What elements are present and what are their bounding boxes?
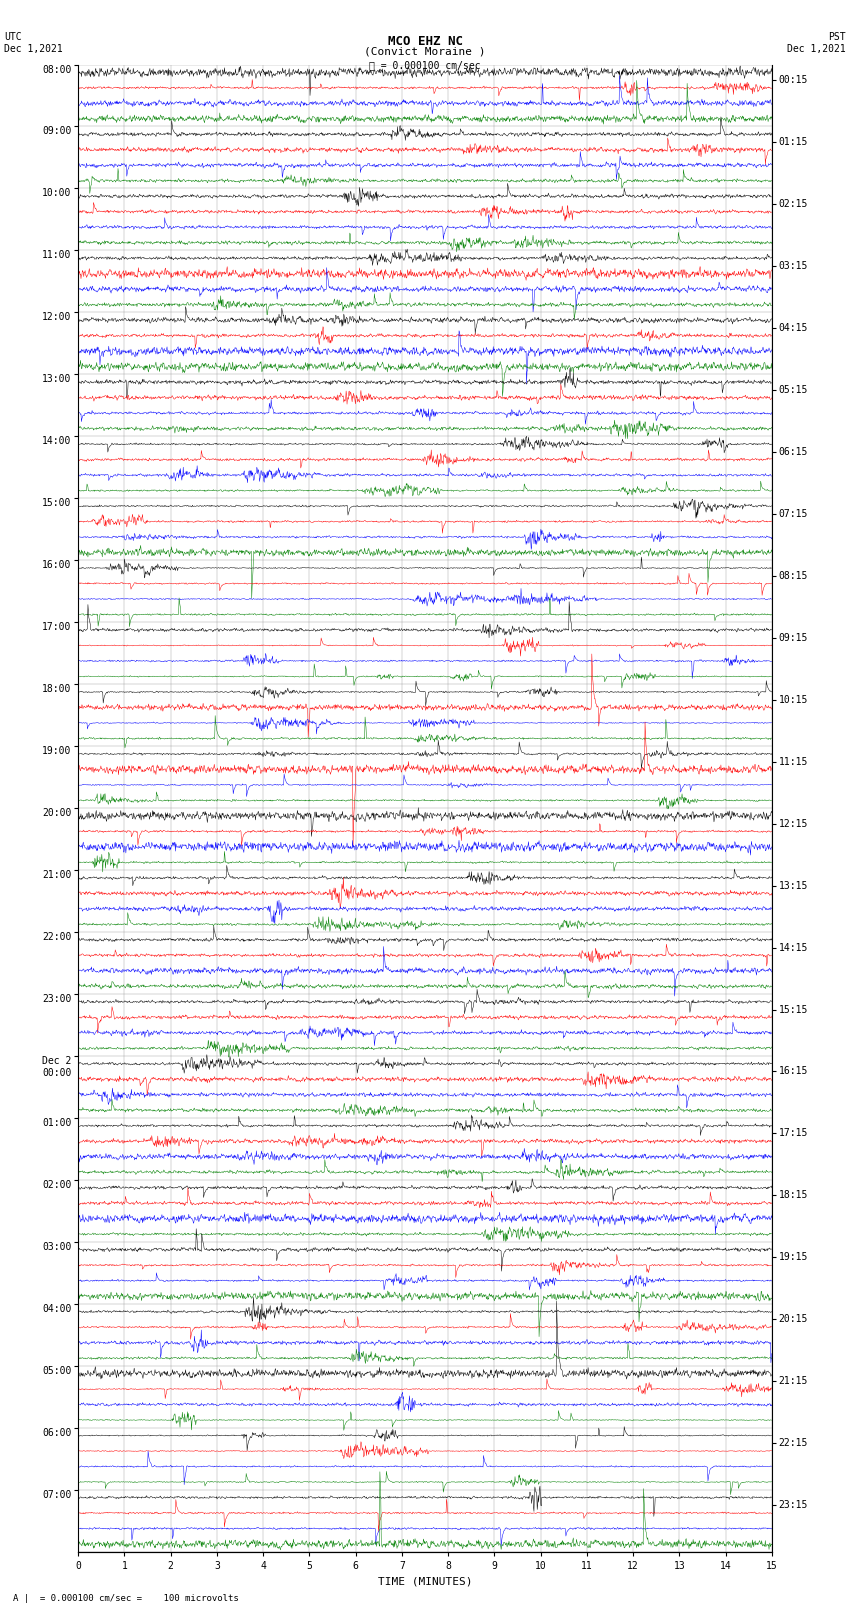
Text: Dec 1,2021: Dec 1,2021 — [4, 44, 63, 53]
Text: MCO EHZ NC: MCO EHZ NC — [388, 35, 462, 48]
Text: Dec 1,2021: Dec 1,2021 — [787, 44, 846, 53]
Text: PST: PST — [828, 32, 846, 42]
Text: (Convict Moraine ): (Convict Moraine ) — [365, 47, 485, 56]
Text: A |  = 0.000100 cm/sec =    100 microvolts: A | = 0.000100 cm/sec = 100 microvolts — [13, 1594, 239, 1603]
X-axis label: TIME (MINUTES): TIME (MINUTES) — [377, 1576, 473, 1586]
Text: ⎸ = 0.000100 cm/sec: ⎸ = 0.000100 cm/sec — [369, 60, 481, 69]
Text: UTC: UTC — [4, 32, 22, 42]
